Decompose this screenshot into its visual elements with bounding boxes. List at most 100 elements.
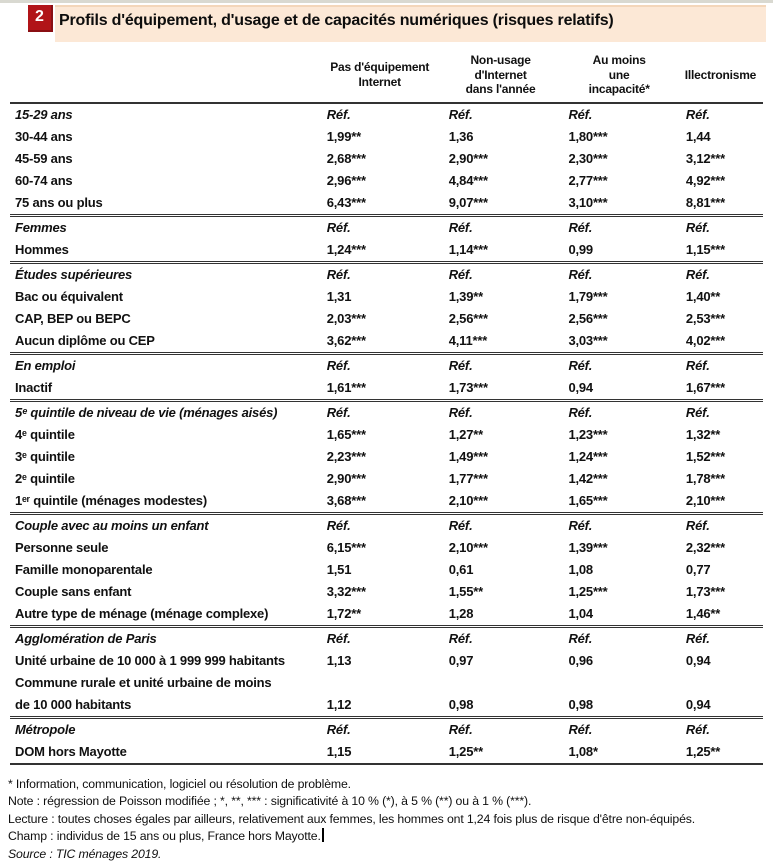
value-cell: 0,97 — [441, 650, 561, 672]
row-label: Commune rurale et unité urbaine de moins — [10, 672, 319, 694]
row-label: En emploi — [10, 353, 319, 377]
value-cell: Réf. — [560, 513, 677, 537]
value-cell: 1,32** — [678, 424, 763, 446]
text-cursor — [322, 828, 324, 842]
value-cell: Réf. — [441, 353, 561, 377]
footnote-line: Note : régression de Poisson modifiée ; … — [8, 793, 765, 810]
value-cell: 6,15*** — [319, 537, 441, 559]
value-cell: 2,10*** — [441, 490, 561, 514]
footnote-line: Lecture : toutes choses égales par aille… — [8, 811, 765, 828]
column-header-line: dans l'année — [441, 82, 561, 97]
value-cell: 2,77*** — [560, 170, 677, 192]
value-cell: Réf. — [678, 717, 763, 741]
row-label: 30-44 ans — [10, 126, 319, 148]
value-cell: 0,77 — [678, 559, 763, 581]
value-cell: 1,40** — [678, 286, 763, 308]
value-cell: 1,04 — [560, 603, 677, 627]
value-cell: 1,31 — [319, 286, 441, 308]
value-cell: 1,51 — [319, 559, 441, 581]
value-cell: Réf. — [319, 353, 441, 377]
value-cell: 1,24*** — [319, 239, 441, 263]
value-cell: 2,68*** — [319, 148, 441, 170]
value-cell: 1,49*** — [441, 446, 561, 468]
value-cell: Réf. — [441, 400, 561, 424]
row-label-header — [10, 50, 319, 103]
row-label: 1ᵉʳ quintile (ménages modestes) — [10, 490, 319, 514]
row-label: DOM hors Mayotte — [10, 741, 319, 764]
value-cell: 3,03*** — [560, 330, 677, 354]
value-cell: 1,99** — [319, 126, 441, 148]
value-cell: 2,56*** — [441, 308, 561, 330]
value-cell: 2,32*** — [678, 537, 763, 559]
value-cell: 0,94 — [678, 650, 763, 672]
value-cell: 2,96*** — [319, 170, 441, 192]
value-cell: 3,68*** — [319, 490, 441, 514]
value-cell — [678, 672, 763, 694]
row-label: 75 ans ou plus — [10, 192, 319, 216]
value-cell: 1,42*** — [560, 468, 677, 490]
value-cell — [441, 672, 561, 694]
footnote-line: * Information, communication, logiciel o… — [8, 776, 765, 793]
column-header-line: d'Internet — [441, 68, 561, 83]
value-cell: 1,79*** — [560, 286, 677, 308]
row-label: Métropole — [10, 717, 319, 741]
footnote-line: Champ : individus de 15 ans ou plus, Fra… — [8, 828, 765, 845]
value-cell: Réf. — [441, 262, 561, 286]
value-cell: 9,07*** — [441, 192, 561, 216]
value-cell: Réf. — [678, 353, 763, 377]
value-cell: Réf. — [560, 262, 677, 286]
value-cell: 3,10*** — [560, 192, 677, 216]
row-label: Couple sans enfant — [10, 581, 319, 603]
footnote-line: Source : TIC ménages 2019. — [8, 846, 765, 862]
value-cell: 2,90*** — [441, 148, 561, 170]
value-cell: 2,90*** — [319, 468, 441, 490]
value-cell: 1,44 — [678, 126, 763, 148]
row-label: Hommes — [10, 239, 319, 263]
value-cell: 1,61*** — [319, 377, 441, 401]
value-cell: 2,23*** — [319, 446, 441, 468]
value-cell: 1,25*** — [560, 581, 677, 603]
value-cell: Réf. — [678, 513, 763, 537]
value-cell: 1,08 — [560, 559, 677, 581]
value-cell: 1,25** — [441, 741, 561, 764]
value-cell: 3,62*** — [319, 330, 441, 354]
value-cell: 1,25** — [678, 741, 763, 764]
figure-title: Profils d'équipement, d'usage et de capa… — [59, 12, 614, 30]
value-cell: Réf. — [319, 626, 441, 650]
row-label: Aucun diplôme ou CEP — [10, 330, 319, 354]
value-cell: 2,03*** — [319, 308, 441, 330]
value-cell: 8,81*** — [678, 192, 763, 216]
column-header: Illectronisme — [678, 50, 763, 103]
value-cell: 1,27** — [441, 424, 561, 446]
column-header-line: incapacité* — [560, 82, 677, 97]
row-label: CAP, BEP ou BEPC — [10, 308, 319, 330]
value-cell: 1,28 — [441, 603, 561, 627]
row-label: 45-59 ans — [10, 148, 319, 170]
value-cell: 1,15*** — [678, 239, 763, 263]
row-label: 3ᵉ quintile — [10, 446, 319, 468]
value-cell: 1,36 — [441, 126, 561, 148]
row-label: 4ᵉ quintile — [10, 424, 319, 446]
value-cell: 1,73*** — [441, 377, 561, 401]
row-label: Agglomération de Paris — [10, 626, 319, 650]
row-label: Bac ou équivalent — [10, 286, 319, 308]
value-cell — [560, 672, 677, 694]
